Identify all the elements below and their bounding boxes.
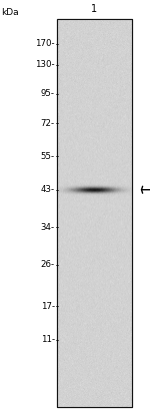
Text: 17-: 17-: [41, 302, 55, 311]
Text: 170-: 170-: [35, 39, 55, 48]
Text: kDa: kDa: [2, 8, 19, 17]
Text: 11-: 11-: [41, 335, 55, 344]
Text: 1: 1: [92, 4, 98, 14]
Text: 43-: 43-: [41, 185, 55, 194]
Text: 72-: 72-: [41, 118, 55, 128]
Text: 130-: 130-: [35, 60, 55, 69]
Text: 34-: 34-: [41, 223, 55, 232]
Text: 55-: 55-: [41, 152, 55, 161]
Text: 26-: 26-: [41, 260, 55, 269]
Bar: [57, 19, 132, 407]
Bar: [57, 19, 132, 407]
Text: 95-: 95-: [41, 89, 55, 98]
